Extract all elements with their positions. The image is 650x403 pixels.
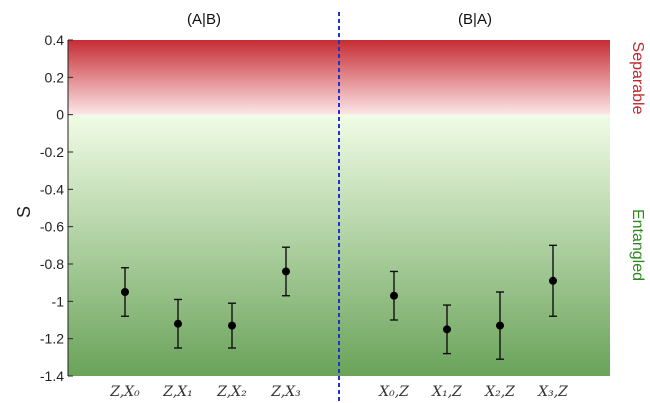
category-label: X₂,Z (484, 384, 515, 400)
data-point (282, 246, 290, 297)
y-tick-label: -1.2 (40, 331, 64, 347)
data-point (228, 302, 236, 349)
entangled-label: Entangled (629, 209, 646, 281)
marker (549, 276, 557, 285)
y-tick-label: -0.2 (40, 144, 64, 160)
category-label: Z,X₀ (109, 384, 140, 400)
data-point (121, 267, 129, 317)
y-tick-label: 0 (56, 107, 64, 123)
category-label: Z,X₂ (216, 384, 247, 400)
category-label: X₁,Z (431, 384, 462, 400)
category-label: X₀,Z (378, 384, 409, 400)
panel-title-b-given-a: (B|A) (458, 11, 492, 28)
marker (121, 288, 129, 296)
marker (443, 325, 451, 334)
data-point (496, 291, 504, 360)
category-label: X₃,Z (537, 384, 568, 400)
data-point (174, 298, 182, 349)
y-tick-label: -0.8 (40, 256, 64, 272)
marker (390, 291, 398, 300)
y-tick-labels: 0.4 0.2 0 -0.2 -0.4 -0.6 -0.8 -1 -1.2 -1.4 (40, 32, 64, 384)
data-marks (121, 244, 557, 360)
y-ticks (68, 39, 73, 377)
data-point (443, 304, 451, 355)
marker (282, 267, 290, 276)
category-label: Z,X₃ (270, 384, 301, 400)
separable-label: Separable (629, 42, 646, 115)
data-point (390, 270, 398, 321)
panel-title-a-given-b: (A|B) (187, 11, 221, 28)
y-tick-label: 0.4 (45, 32, 65, 48)
category-label: Z,X₁ (162, 384, 193, 400)
y-tick-label: -1.4 (40, 368, 64, 384)
marker (496, 321, 504, 330)
y-tick-label: 0.2 (45, 69, 65, 85)
marker (228, 321, 236, 330)
y-tick-label: -0.6 (40, 219, 64, 235)
marker (174, 319, 182, 328)
y-axis-label: S (14, 206, 34, 218)
category-labels: Z,X₀ Z,X₁ Z,X₂ Z,X₃ X₀,Z X₁,Z X₂,Z X₃,Z (109, 384, 568, 400)
y-tick-label: -0.4 (40, 181, 64, 197)
data-point (549, 244, 557, 317)
y-tick-label: -1 (52, 293, 65, 309)
